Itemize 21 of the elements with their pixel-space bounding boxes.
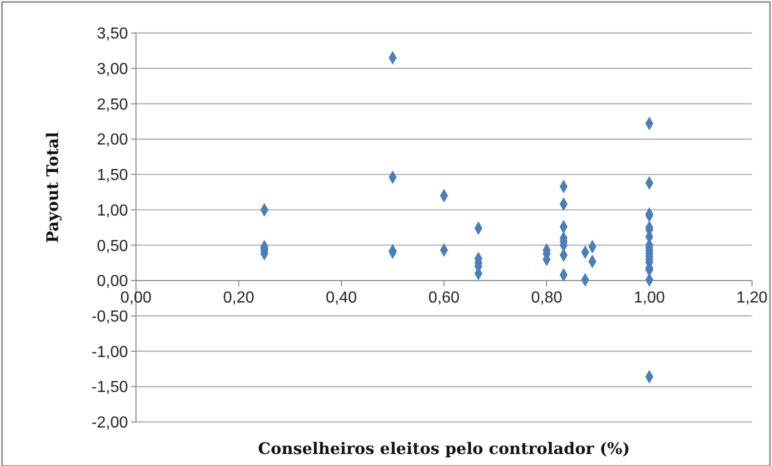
x-tick-label: 0,40 [326, 290, 358, 307]
x-axis-title: Conselheiros eleitos pelo controlador (%) [258, 439, 630, 458]
y-tick-label: -0,50 [92, 308, 128, 326]
y-tick-label: 0,00 [96, 273, 128, 290]
x-tick-label: 0,60 [428, 290, 460, 307]
y-tick-label: 2,50 [96, 96, 128, 114]
y-tick-label: 1,00 [96, 202, 128, 220]
x-tick-label: 0,00 [120, 290, 152, 307]
y-tick-label: -1,50 [92, 379, 128, 396]
y-axis-title: Payout Total [43, 132, 62, 244]
x-tick-label: 0,80 [531, 290, 562, 307]
y-tick-label: 2,00 [96, 132, 128, 149]
x-tick-label: 0,20 [223, 290, 254, 307]
y-tick-label: -2,00 [92, 414, 128, 432]
x-tick-label: 1,00 [634, 290, 666, 307]
y-tick-label: 3,00 [96, 60, 128, 78]
y-tick-label: -1,00 [92, 344, 128, 361]
y-tick-label: 1,50 [96, 167, 128, 184]
x-tick-label: 1,20 [736, 290, 768, 307]
y-tick-label: 0,50 [96, 238, 128, 255]
y-tick-label: 3,50 [96, 26, 128, 43]
